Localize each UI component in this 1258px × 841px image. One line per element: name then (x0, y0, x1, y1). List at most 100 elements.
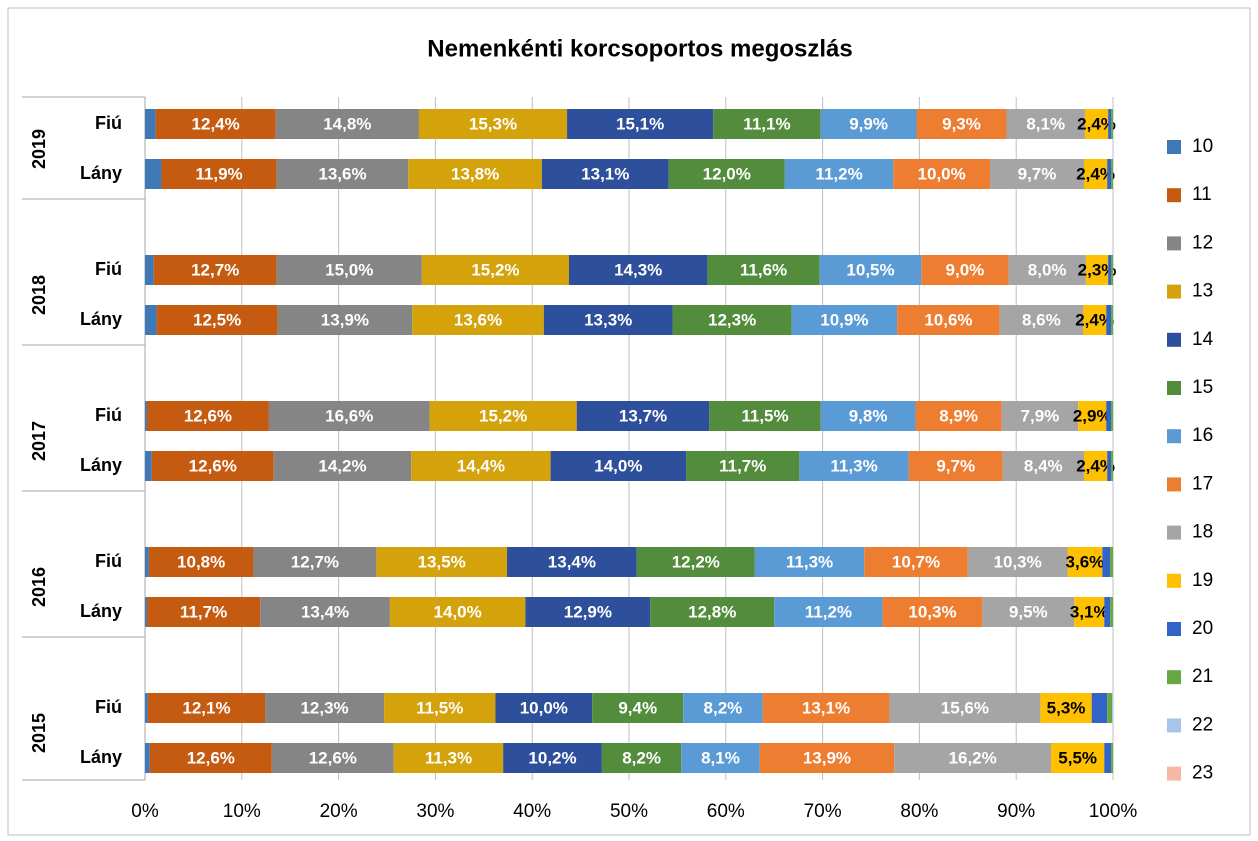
data-label: 11,7% (180, 602, 227, 621)
bar-segment (145, 109, 156, 139)
data-label: 12,3% (300, 698, 348, 717)
chart-title: Nemenkénti korcsoportos megoszlás (427, 35, 852, 62)
data-label: 13,1% (802, 698, 850, 717)
legend-swatch (1167, 525, 1181, 540)
data-label: 7,9% (1021, 406, 1060, 425)
bar-segment (567, 109, 714, 139)
bar-segment (982, 597, 1075, 627)
bar-segment (145, 159, 162, 189)
bar-segment (543, 305, 673, 335)
legend-label: 10 (1192, 136, 1213, 157)
bar-segment (990, 159, 1084, 189)
bar-segment (1008, 255, 1086, 285)
data-label: 14,2% (318, 456, 366, 475)
data-label: 10,3% (908, 602, 956, 621)
bar-segment (148, 547, 254, 577)
bar-segment (668, 159, 785, 189)
bar-segment (276, 159, 409, 189)
bar-segment (145, 743, 150, 773)
bar-segment (601, 743, 682, 773)
bar-segment (762, 693, 890, 723)
bar-segment (495, 693, 593, 723)
y-tick-label: Fiú (95, 405, 122, 425)
legend-label: 17 (1192, 473, 1213, 494)
bar-segment (894, 743, 1052, 773)
bar-segment (1107, 693, 1113, 723)
bar-segment (1067, 547, 1103, 577)
bar-segment (145, 255, 154, 285)
bar-segment (1085, 255, 1109, 285)
bar-segment (1112, 693, 1113, 723)
bar-segment (893, 159, 991, 189)
bar-segment (1108, 255, 1112, 285)
bar-segment (592, 693, 684, 723)
data-label: 8,2% (704, 698, 743, 717)
bar-segment (149, 743, 272, 773)
data-label: 16,6% (325, 406, 373, 425)
legend-swatch (1167, 573, 1181, 588)
bar-segment (897, 305, 1000, 335)
bar-segment (686, 451, 800, 481)
y-tick-label: Fiú (95, 113, 122, 133)
bar-segment (650, 597, 775, 627)
data-label: 11,3% (786, 552, 833, 571)
y-tick-label: Fiú (95, 697, 122, 717)
data-label: 15,3% (469, 114, 517, 133)
data-label: 15,1% (616, 114, 664, 133)
data-label: 2,4% (1076, 456, 1115, 475)
data-label: 8,1% (1026, 114, 1065, 133)
group-label: 2019 (29, 129, 49, 169)
data-label: 16,2% (949, 748, 997, 767)
bar-segment (146, 597, 261, 627)
data-label: 10,6% (924, 310, 972, 329)
data-label: 13,5% (418, 552, 466, 571)
bar-segment (550, 451, 687, 481)
bar-segment (1108, 109, 1112, 139)
data-label: 13,6% (318, 164, 366, 183)
data-label: 11,1% (743, 114, 790, 133)
legend-label: 15 (1192, 377, 1213, 398)
data-label: 14,8% (323, 114, 371, 133)
bar-segment (576, 401, 710, 431)
data-label: 9,5% (1009, 602, 1048, 621)
bar-segment (820, 109, 917, 139)
data-label: 12,0% (703, 164, 751, 183)
bar-segment (389, 597, 526, 627)
bar-segment (672, 305, 792, 335)
data-label: 10,3% (994, 552, 1042, 571)
bar-segment (418, 109, 568, 139)
data-label: 12,6% (187, 748, 235, 767)
data-label: 9,7% (1018, 164, 1057, 183)
data-label: 11,3% (425, 748, 472, 767)
bar-segment (916, 109, 1007, 139)
data-label: 10,7% (892, 552, 940, 571)
bar-segment (155, 109, 276, 139)
bar-segment (683, 693, 763, 723)
data-label: 11,2% (805, 602, 852, 621)
bar-segment (1083, 159, 1108, 189)
bar-segment (774, 597, 883, 627)
bar-segment (153, 255, 277, 285)
legend-swatch (1167, 622, 1181, 636)
data-label: 8,1% (701, 748, 740, 767)
data-label: 14,0% (434, 602, 482, 621)
bar-segment (889, 693, 1041, 723)
legend-label: 11 (1192, 184, 1212, 205)
legend-label: 23 (1192, 763, 1213, 784)
data-label: 12,1% (182, 698, 230, 717)
data-label: 2,9% (1073, 406, 1112, 425)
legend-label: 20 (1192, 618, 1213, 639)
bar-segment (376, 547, 508, 577)
data-label: 11,5% (416, 698, 463, 717)
y-tick-label: Fiú (95, 551, 122, 571)
data-label: 11,9% (195, 164, 242, 183)
bar-segment (1111, 743, 1113, 773)
data-label: 9,8% (849, 406, 888, 425)
data-label: 9,0% (946, 260, 985, 279)
bar-segment (507, 547, 637, 577)
bar-segment (1111, 159, 1113, 189)
bar-segment (1110, 547, 1113, 577)
bar-segment (791, 305, 898, 335)
bar-segment (759, 743, 895, 773)
bar-segment (1084, 109, 1109, 139)
